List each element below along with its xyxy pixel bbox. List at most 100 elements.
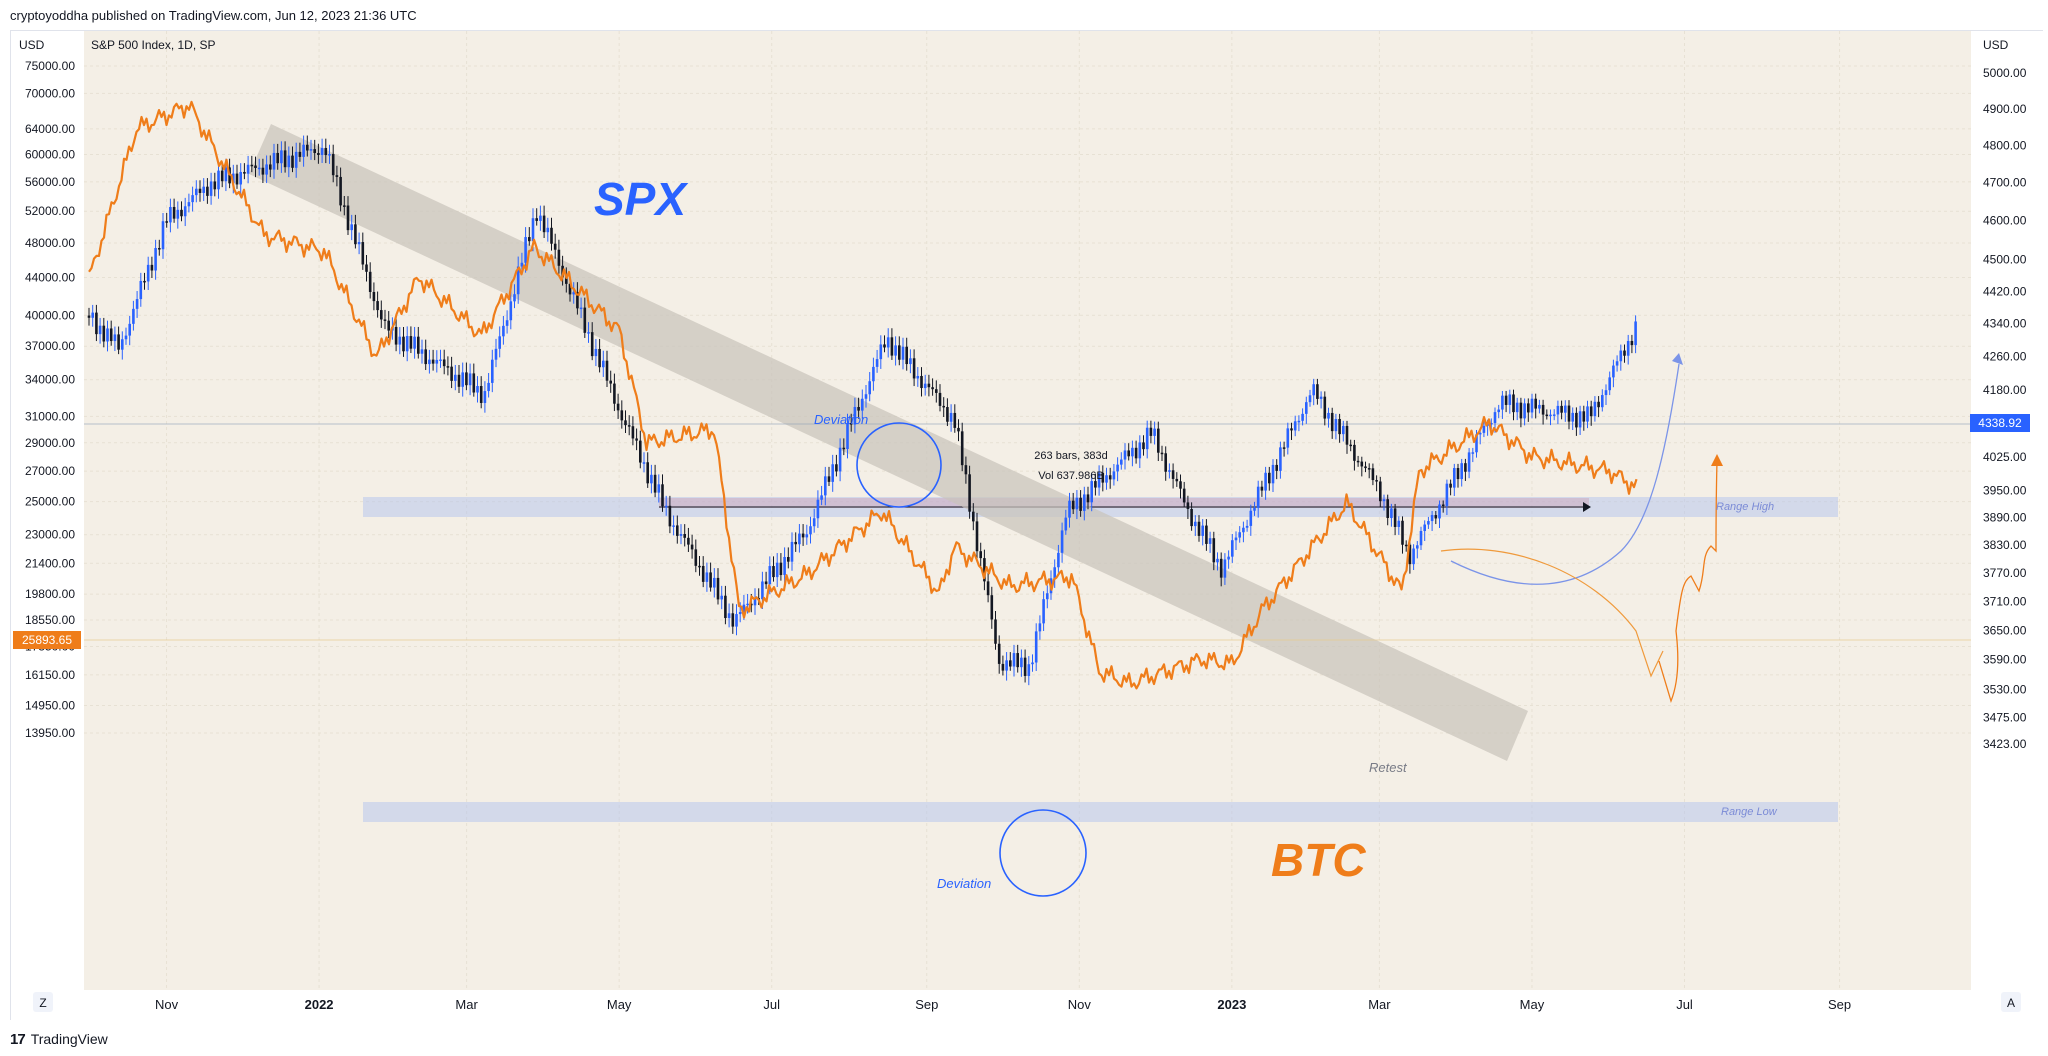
spx-candle xyxy=(1057,552,1060,568)
spx-candle xyxy=(1190,509,1193,527)
deviation-circle-bottom[interactable] xyxy=(999,809,1087,897)
spx-candle xyxy=(905,346,908,365)
spx-candle xyxy=(1060,530,1064,553)
spx-candle xyxy=(794,541,797,545)
symbol-label[interactable]: S&P 500 Index, 1D, SP xyxy=(91,38,216,52)
spx-candle xyxy=(405,336,409,352)
deviation-label-bottom: Deviation xyxy=(937,876,991,891)
tradingview-logo-icon: 17 xyxy=(10,1030,26,1048)
spx-candle xyxy=(690,544,694,550)
spx-candle xyxy=(787,556,790,562)
right-axis-tick-label: 4500.00 xyxy=(1983,253,2027,267)
spx-candle xyxy=(1145,427,1149,450)
range-low-label: Range Low xyxy=(1721,806,1778,818)
spx-candle xyxy=(1208,538,1212,544)
measure-arrow-head xyxy=(1583,502,1591,512)
spx-candle xyxy=(1508,394,1512,405)
spx-candle xyxy=(1149,427,1153,436)
spx-candle xyxy=(539,215,542,221)
measure-rectangle[interactable] xyxy=(659,498,1589,508)
spx-candle xyxy=(154,248,157,271)
spx-candle xyxy=(1471,452,1475,454)
spx-candle xyxy=(272,152,276,170)
spx-candle xyxy=(531,218,535,242)
x-axis-tick-label: 2022 xyxy=(305,997,334,1012)
spx-candle xyxy=(217,170,220,190)
spx-candle xyxy=(576,292,579,309)
spx-candle xyxy=(912,358,916,379)
right-axis-tick-label: 4180.00 xyxy=(1983,383,2027,397)
spx-candle xyxy=(646,462,649,484)
spx-candle xyxy=(923,383,927,389)
spx-candle xyxy=(498,336,501,349)
spx-candle xyxy=(1578,411,1582,428)
spx-candle xyxy=(997,643,1001,664)
spx-candle xyxy=(1027,664,1031,676)
spx-candle xyxy=(109,328,113,342)
log-scale-button[interactable] xyxy=(33,992,53,1012)
spx-candle xyxy=(1275,464,1278,471)
spx-candle xyxy=(1330,412,1334,432)
spx-candle xyxy=(1256,486,1260,508)
left-axis-tick-label: 56000.00 xyxy=(25,175,75,189)
spx-candle xyxy=(1593,401,1597,417)
spx-candle xyxy=(1501,395,1504,410)
spx-candle xyxy=(87,315,91,318)
spx-candle xyxy=(180,209,183,217)
x-axis-tick-label: 2023 xyxy=(1217,997,1246,1012)
spx-candle xyxy=(1482,425,1486,433)
x-axis-ticks[interactable]: Nov 2022 Mar May Jul Sep Nov 2023 Mar May Jul Sep xyxy=(155,997,1851,1012)
x-axis-tick-label: Nov xyxy=(1068,997,1092,1012)
deviation-circle-top[interactable] xyxy=(856,422,942,508)
spx-candle xyxy=(627,425,631,427)
spx-candle xyxy=(642,462,646,464)
spx-candle xyxy=(1319,396,1323,399)
spx-candle xyxy=(417,336,420,354)
spx-candle xyxy=(324,147,328,156)
spx-candle xyxy=(428,359,431,365)
spx-candle xyxy=(790,541,794,562)
spx-candle xyxy=(1171,470,1175,479)
spx-candle xyxy=(1260,486,1264,491)
downtrend-channel[interactable] xyxy=(249,124,1528,761)
spx-candle xyxy=(609,380,612,384)
spx-candle xyxy=(402,336,405,352)
right-axis-tick-label: 4420.00 xyxy=(1983,284,2027,298)
spx-candle xyxy=(1345,425,1349,445)
spx-candle xyxy=(583,307,587,333)
spx-candle xyxy=(269,164,272,170)
x-axis-tick-label: Jul xyxy=(763,997,780,1012)
spx-candle xyxy=(483,391,487,403)
spx-candle xyxy=(280,150,283,164)
spx-candle xyxy=(768,566,772,585)
spx-candle xyxy=(146,264,150,282)
spx-candle xyxy=(1053,567,1056,579)
auto-scale-button[interactable] xyxy=(2001,992,2021,1012)
spx-candle xyxy=(1534,398,1537,409)
left-axis-tick-label: 34000.00 xyxy=(25,373,75,387)
spx-candle xyxy=(1527,403,1530,413)
spx-candle xyxy=(420,349,424,354)
spx-candle xyxy=(1445,483,1449,506)
spx-candle xyxy=(1083,494,1086,511)
spx-candle xyxy=(132,308,135,324)
spx-candle xyxy=(898,345,901,360)
left-axis-tick-label: 48000.00 xyxy=(25,236,75,250)
spx-candle xyxy=(1423,524,1426,531)
spx-candle xyxy=(831,464,834,482)
spx-candle xyxy=(1338,418,1341,435)
spx-candle xyxy=(1567,405,1571,422)
spx-candle xyxy=(553,243,557,250)
spx-candle xyxy=(287,155,291,168)
spx-candle xyxy=(727,613,731,619)
spx-candle xyxy=(1401,520,1404,545)
spx-candle xyxy=(457,374,461,387)
spx-candle xyxy=(1120,459,1123,465)
spx-candle xyxy=(239,171,242,185)
spx-candle xyxy=(565,277,568,284)
spx-candle xyxy=(942,405,945,408)
tradingview-footer[interactable]: 17 TradingView xyxy=(10,1029,108,1049)
spx-candle xyxy=(413,336,416,349)
price-chart[interactable]: SPX BTC Deviation Deviation Retest Range… xyxy=(11,31,2044,1021)
spx-candle xyxy=(1416,545,1419,549)
